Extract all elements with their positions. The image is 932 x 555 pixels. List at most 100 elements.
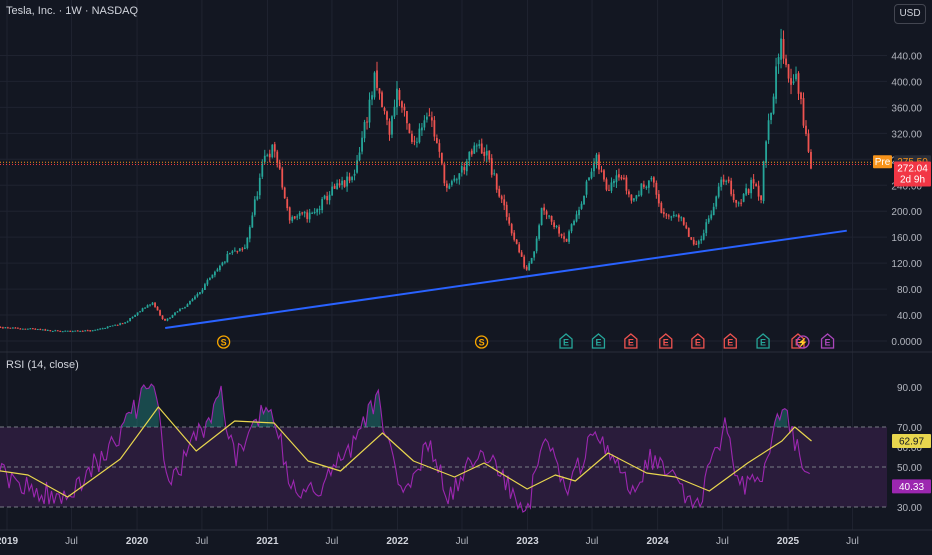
event-marker[interactable]: E — [691, 333, 705, 349]
last-price-badge — [894, 161, 931, 187]
rsi-ma-line[interactable] — [0, 406, 812, 498]
candle — [398, 88, 401, 107]
event-marker[interactable]: E — [723, 333, 737, 349]
candle — [291, 215, 294, 223]
event-marker[interactable]: S — [474, 335, 489, 349]
candle — [31, 327, 34, 330]
event-marker[interactable]: E — [624, 333, 638, 349]
event-marker-label: E — [663, 338, 669, 348]
candle — [46, 329, 49, 332]
price-tick-label: 0.0000 — [891, 337, 922, 348]
event-marker[interactable]: E — [791, 333, 805, 349]
candle — [36, 328, 39, 331]
price-tick-label: 320.00 — [891, 129, 922, 140]
event-marker[interactable]: ⚡ — [796, 335, 810, 349]
candle — [154, 302, 156, 308]
candle — [570, 223, 573, 234]
time-tick-label: Jul — [846, 536, 859, 547]
candle — [41, 329, 44, 331]
price-lines — [0, 161, 887, 165]
candle — [301, 211, 304, 216]
rsi-indicator-title[interactable]: RSI (14, close) — [6, 359, 79, 371]
support-trendline[interactable] — [165, 229, 847, 330]
candle — [126, 320, 129, 323]
candle — [401, 100, 403, 113]
event-marker[interactable]: E — [820, 333, 835, 349]
candle — [34, 328, 37, 330]
rsi-tick-label: 60.00 — [897, 443, 922, 454]
symbol-title[interactable]: Tesla, Inc. · 1W · NASDAQ — [6, 5, 139, 17]
event-marker[interactable]: S — [216, 335, 231, 349]
candle — [74, 330, 77, 332]
candle — [196, 292, 199, 298]
event-marker-label: E — [760, 338, 766, 348]
time-tick-label: 2023 — [516, 536, 539, 547]
candle — [590, 168, 593, 180]
candle — [523, 254, 526, 270]
rsi-line[interactable] — [0, 383, 810, 513]
candle — [323, 194, 326, 200]
candle — [283, 186, 286, 200]
candle — [505, 201, 508, 221]
candle — [186, 303, 189, 307]
candle — [642, 180, 645, 189]
price-tick-label: 440.00 — [891, 51, 922, 62]
candle — [765, 140, 767, 168]
candle — [79, 330, 82, 332]
time-axis[interactable]: 2019 Jul 2020 Jul 2021 Jul 2022 Jul 2023 Jul 2024 J… — [0, 529, 932, 547]
candle — [326, 191, 329, 205]
candle — [228, 252, 231, 255]
time-tick-label: 2024 — [646, 536, 669, 547]
time-tick-label: Jul — [195, 536, 208, 547]
candle — [662, 208, 665, 218]
candle — [455, 177, 458, 184]
candle — [91, 330, 94, 332]
candle — [605, 177, 608, 192]
candle — [129, 318, 132, 322]
time-tick-label: Jul — [456, 536, 469, 547]
candle — [131, 316, 134, 319]
candle — [450, 179, 453, 187]
candle — [548, 214, 551, 219]
candle — [702, 229, 705, 241]
candle — [707, 215, 710, 225]
candle — [121, 322, 124, 325]
candle — [490, 154, 493, 178]
candle — [430, 111, 433, 128]
candle — [498, 185, 501, 198]
candle — [189, 300, 191, 305]
candle — [9, 327, 12, 329]
currency-button[interactable]: USD — [894, 4, 926, 24]
candle — [650, 176, 653, 182]
candle — [76, 330, 79, 332]
candle — [164, 318, 166, 321]
candle — [136, 312, 139, 316]
event-marker[interactable]: E — [559, 333, 573, 349]
candle — [480, 138, 483, 154]
price-tick-label: 400.00 — [891, 77, 922, 88]
candle — [273, 141, 276, 158]
candle — [603, 168, 605, 182]
candle-series[interactable] — [0, 28, 812, 333]
candle — [425, 112, 428, 123]
candle — [311, 211, 314, 214]
candle — [670, 215, 673, 221]
time-tick-label: Jul — [65, 536, 78, 547]
candle — [593, 158, 595, 177]
event-marker[interactable]: E — [659, 333, 673, 349]
candle — [386, 110, 388, 126]
event-marker[interactable]: E — [756, 333, 770, 349]
candle — [558, 224, 560, 237]
event-markers[interactable]: S S E E E E E E E E⚡ E — [216, 333, 835, 349]
trendline[interactable] — [165, 229, 847, 330]
candle — [545, 209, 548, 220]
candle — [518, 242, 521, 254]
candle — [615, 170, 618, 188]
candle — [757, 180, 760, 201]
candle — [460, 162, 463, 177]
candle — [785, 54, 787, 68]
candle — [171, 314, 174, 319]
event-marker[interactable]: E — [591, 333, 606, 349]
